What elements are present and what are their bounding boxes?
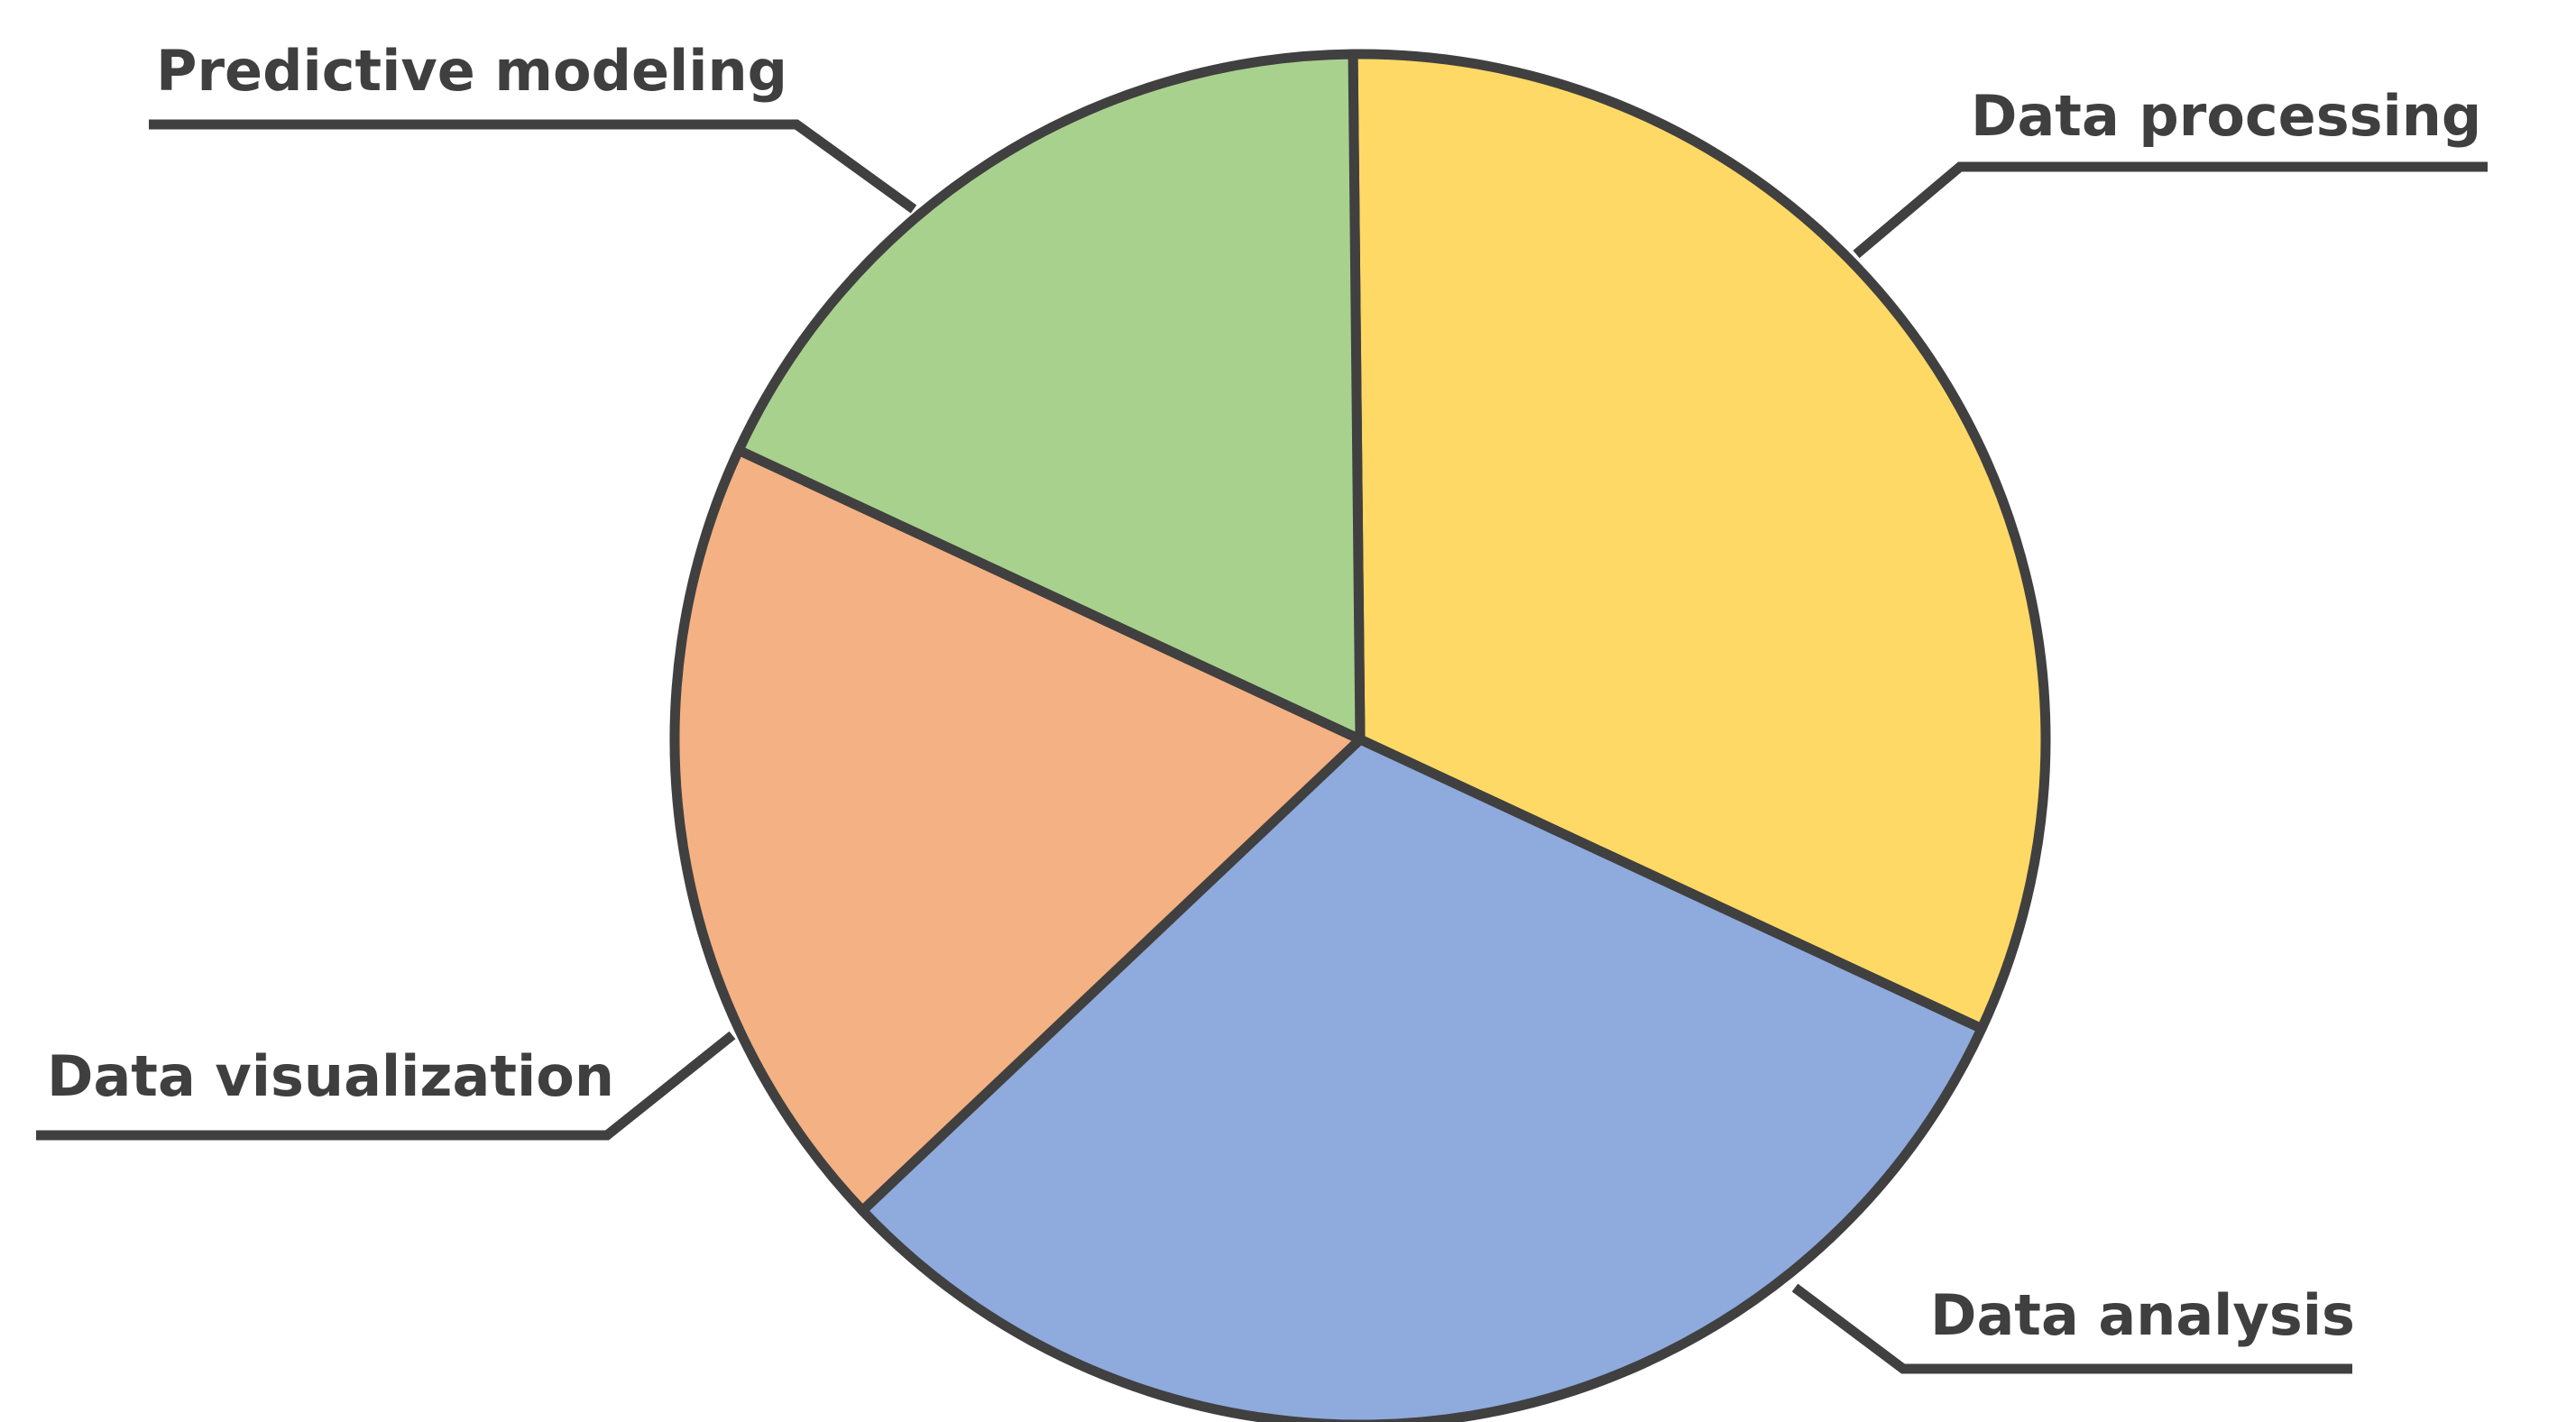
pie-slice-predictive-modeling	[733, 49, 1366, 745]
leader-line-predictive-modeling	[149, 119, 917, 214]
slice-label-data-analysis: Data analysis	[1930, 1282, 2355, 1348]
leader-line-data-analysis	[1791, 1283, 2352, 1374]
slice-label-data-processing: Data processing	[1971, 83, 2481, 149]
slice-label-data-visualization: Data visualization	[47, 1043, 614, 1109]
pie-slices	[669, 49, 2051, 1422]
pie-slice-data-visualization	[669, 445, 1366, 1216]
leader-line-data-processing	[1853, 161, 2488, 259]
slice-label-predictive-modeling: Predictive modeling	[156, 38, 787, 104]
pie-slice-data-analysis	[857, 734, 1987, 1422]
leader-line-data-visualization	[36, 1031, 736, 1141]
pie-slice-data-processing	[1348, 49, 2051, 1034]
slice-labels: Data processing Data analysis Data visua…	[47, 38, 2481, 1348]
leader-lines	[36, 119, 2488, 1374]
